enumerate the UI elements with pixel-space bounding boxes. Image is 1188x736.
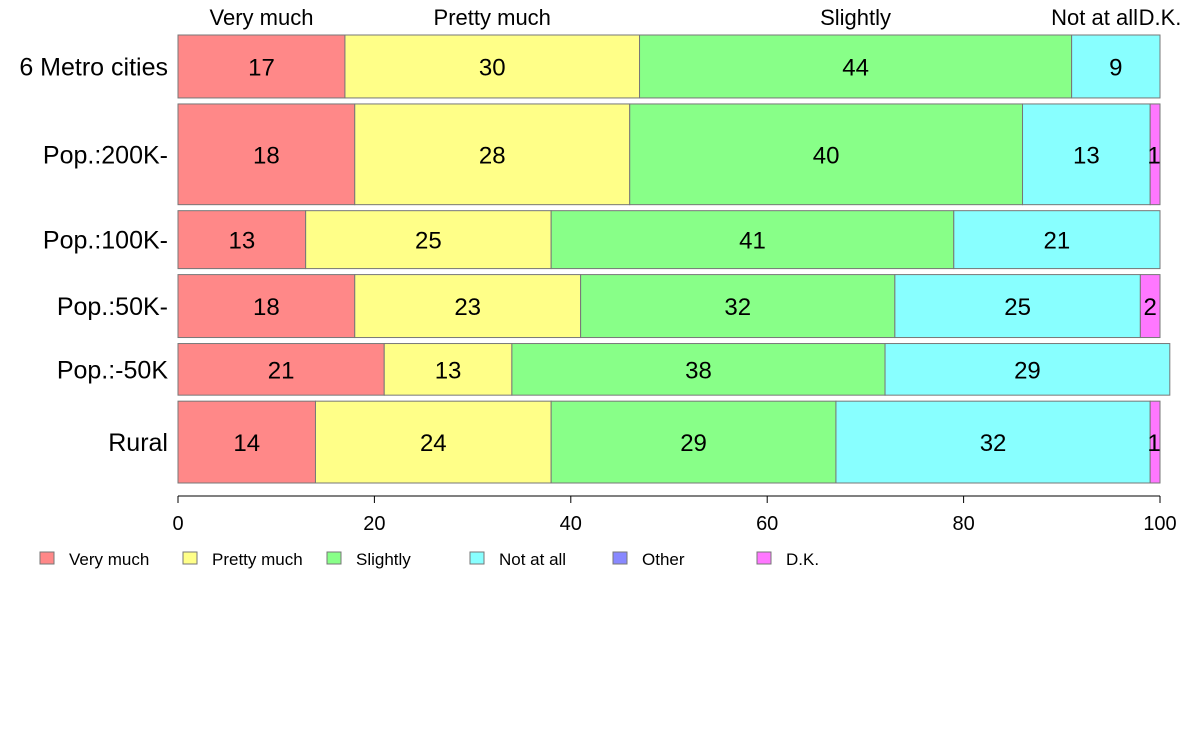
bar-segment [177,274,356,339]
data-label: 40 [813,142,840,169]
data-label: 14 [233,430,260,457]
top-series-label: Very much [210,5,314,30]
data-label: 21 [1044,228,1071,255]
category-label: Pop.:100K- [43,227,168,255]
legend-label: Other [642,550,685,569]
legend-swatch [612,551,628,565]
top-series-label: D.K. [1139,5,1182,30]
category-label: Pop.:-50K [57,356,169,384]
category-label: 6 Metro cities [19,53,168,81]
legend-label: Pretty much [212,550,303,569]
bar-segment [354,103,631,206]
bar-segment [1149,103,1161,206]
data-label: 24 [420,430,447,457]
data-label: 18 [253,142,280,169]
bar-segment [835,400,1151,484]
category-label: Pop.:200K- [43,141,168,169]
bar-segment [629,103,1024,206]
data-label: 1 [1147,142,1160,169]
top-series-label: Pretty much [434,5,551,30]
bar-segment [344,34,641,99]
data-label: 13 [228,228,255,255]
bar-segment [639,34,1073,99]
x-tick-label: 40 [560,513,582,535]
data-label: 13 [435,357,462,384]
bar-segment [305,210,552,270]
x-tick-label: 60 [756,513,778,535]
bar-segment [354,274,582,339]
data-label: 18 [253,294,280,321]
legend-swatch [39,551,55,565]
bar-segment [953,210,1161,270]
bar-segment [177,34,346,99]
data-label: 32 [724,294,751,321]
data-label: 13 [1073,142,1100,169]
bar-segment [1071,34,1161,99]
legend-swatch [182,551,198,565]
bar-segment [580,274,896,339]
data-label: 23 [454,294,481,321]
bar-segment [1149,400,1161,484]
data-label: 17 [248,54,275,81]
category-label: Pop.:50K- [57,293,168,321]
top-series-label: Slightly [820,5,891,30]
legend-label: Slightly [356,550,411,569]
bar-segment [383,343,513,396]
data-label: 44 [842,54,869,81]
bar-segment [884,343,1171,396]
data-label: 41 [739,228,766,255]
data-label: 2 [1144,294,1157,321]
data-label: 25 [415,228,442,255]
category-label: Rural [108,429,168,457]
legend-swatch [756,551,772,565]
data-label: 21 [268,357,295,384]
data-label: 9 [1109,54,1122,81]
x-tick-label: 0 [172,513,183,535]
bar-segment [177,103,356,206]
bar-segment [550,210,955,270]
bar-segment [1139,274,1161,339]
top-series-label: Not at all [1051,5,1138,30]
data-label: 29 [1014,357,1041,384]
data-label: 38 [685,357,712,384]
data-label: 30 [479,54,506,81]
bar-segment [314,400,552,484]
x-tick-label: 100 [1143,513,1176,535]
x-tick-label: 20 [363,513,385,535]
legend-swatch [469,551,485,565]
bar-segment [1022,103,1151,206]
data-label: 25 [1004,294,1031,321]
bar-segment [177,210,307,270]
bar-segment [177,343,385,396]
legend-label: Not at all [499,550,566,569]
legend-swatch [326,551,342,565]
data-label: 29 [680,430,707,457]
bar-segment [511,343,886,396]
data-label: 28 [479,142,506,169]
bar-segment [550,400,837,484]
data-label: 32 [980,430,1007,457]
legend-label: D.K. [786,550,819,569]
x-tick-label: 80 [952,513,974,535]
legend-label: Very much [69,550,149,569]
data-label: 1 [1147,430,1160,457]
